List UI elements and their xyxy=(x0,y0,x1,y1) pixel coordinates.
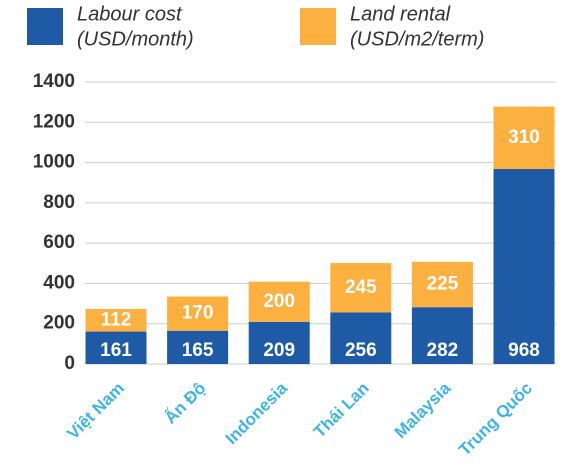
y-tick-label: 600 xyxy=(43,232,75,253)
x-tick-label: Thái Lan xyxy=(310,379,373,442)
legend-label: Labour cost xyxy=(77,3,183,25)
data-label: 968 xyxy=(508,340,540,361)
data-label: 161 xyxy=(100,340,132,361)
y-tick-label: 1400 xyxy=(33,71,75,92)
legend-unit: (USD/month) xyxy=(77,28,194,50)
data-label: 170 xyxy=(182,303,214,324)
y-tick-label: 1000 xyxy=(33,152,75,173)
x-tick-label: Việt Nam xyxy=(63,379,128,444)
data-label: 310 xyxy=(508,127,540,148)
x-tick-label: Malaysia xyxy=(391,378,455,442)
bar-segment xyxy=(85,331,147,364)
data-label: 225 xyxy=(427,274,459,295)
bar-segment xyxy=(411,307,473,364)
y-tick-label: 400 xyxy=(43,272,75,293)
data-label: 112 xyxy=(101,309,132,330)
data-label: 256 xyxy=(345,340,377,361)
bar-segment xyxy=(330,263,392,313)
data-label: 282 xyxy=(427,340,459,361)
x-tick-label: Ấn Độ xyxy=(161,379,210,428)
data-label: 245 xyxy=(345,277,377,298)
y-tick-label: 1200 xyxy=(33,111,75,132)
data-label: 209 xyxy=(263,340,295,361)
y-tick-label: 800 xyxy=(43,192,75,213)
bar-segment xyxy=(85,309,147,332)
legend-label: Land rental xyxy=(350,3,451,25)
legend-unit: (USD/m2/term) xyxy=(350,28,484,50)
legend-swatch xyxy=(300,8,336,45)
x-tick-label: Trung Quốc xyxy=(455,379,536,460)
legend-swatch xyxy=(27,8,63,45)
y-tick-label: 200 xyxy=(43,313,75,334)
bar-segment xyxy=(330,312,392,364)
bar-segment xyxy=(493,169,555,364)
bar-segment xyxy=(167,330,229,364)
bar-segment xyxy=(248,281,310,322)
data-label: 165 xyxy=(182,340,214,361)
x-tick-label: Indonesia xyxy=(222,378,292,448)
bar-segment xyxy=(248,321,310,364)
data-label: 200 xyxy=(263,291,295,312)
y-tick-label: 0 xyxy=(64,353,75,374)
bar-segment xyxy=(411,261,473,308)
bar-segment xyxy=(493,106,555,170)
bar-segment xyxy=(167,296,229,331)
